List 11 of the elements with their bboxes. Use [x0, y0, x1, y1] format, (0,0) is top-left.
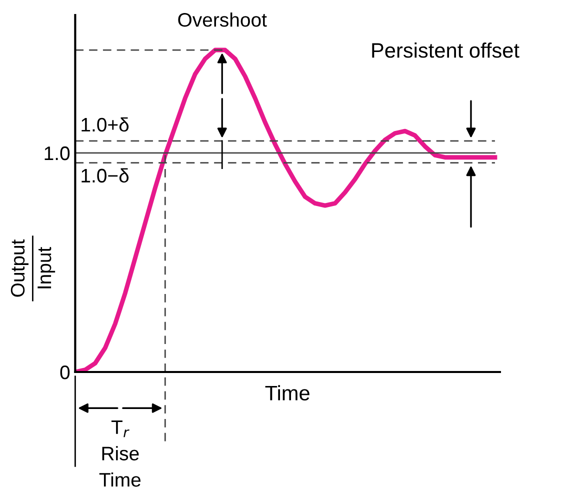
text: Time: [99, 472, 141, 487]
text: Rise: [102, 446, 139, 460]
annotation: Overshoot: [178, 12, 267, 27]
text: T$_{r}$: [111, 420, 130, 438]
x-axis-title: Time: [265, 385, 310, 400]
ref-line-label: 1.0−δ: [82, 168, 129, 183]
y-tick-label: 1.0: [44, 146, 70, 160]
y-tick-label: 0: [60, 365, 70, 380]
ref-line-label: 1.0+δ: [82, 117, 129, 132]
annotation: Persistent offset: [372, 42, 520, 58]
y-axis-title: Output Input: [10, 239, 56, 297]
